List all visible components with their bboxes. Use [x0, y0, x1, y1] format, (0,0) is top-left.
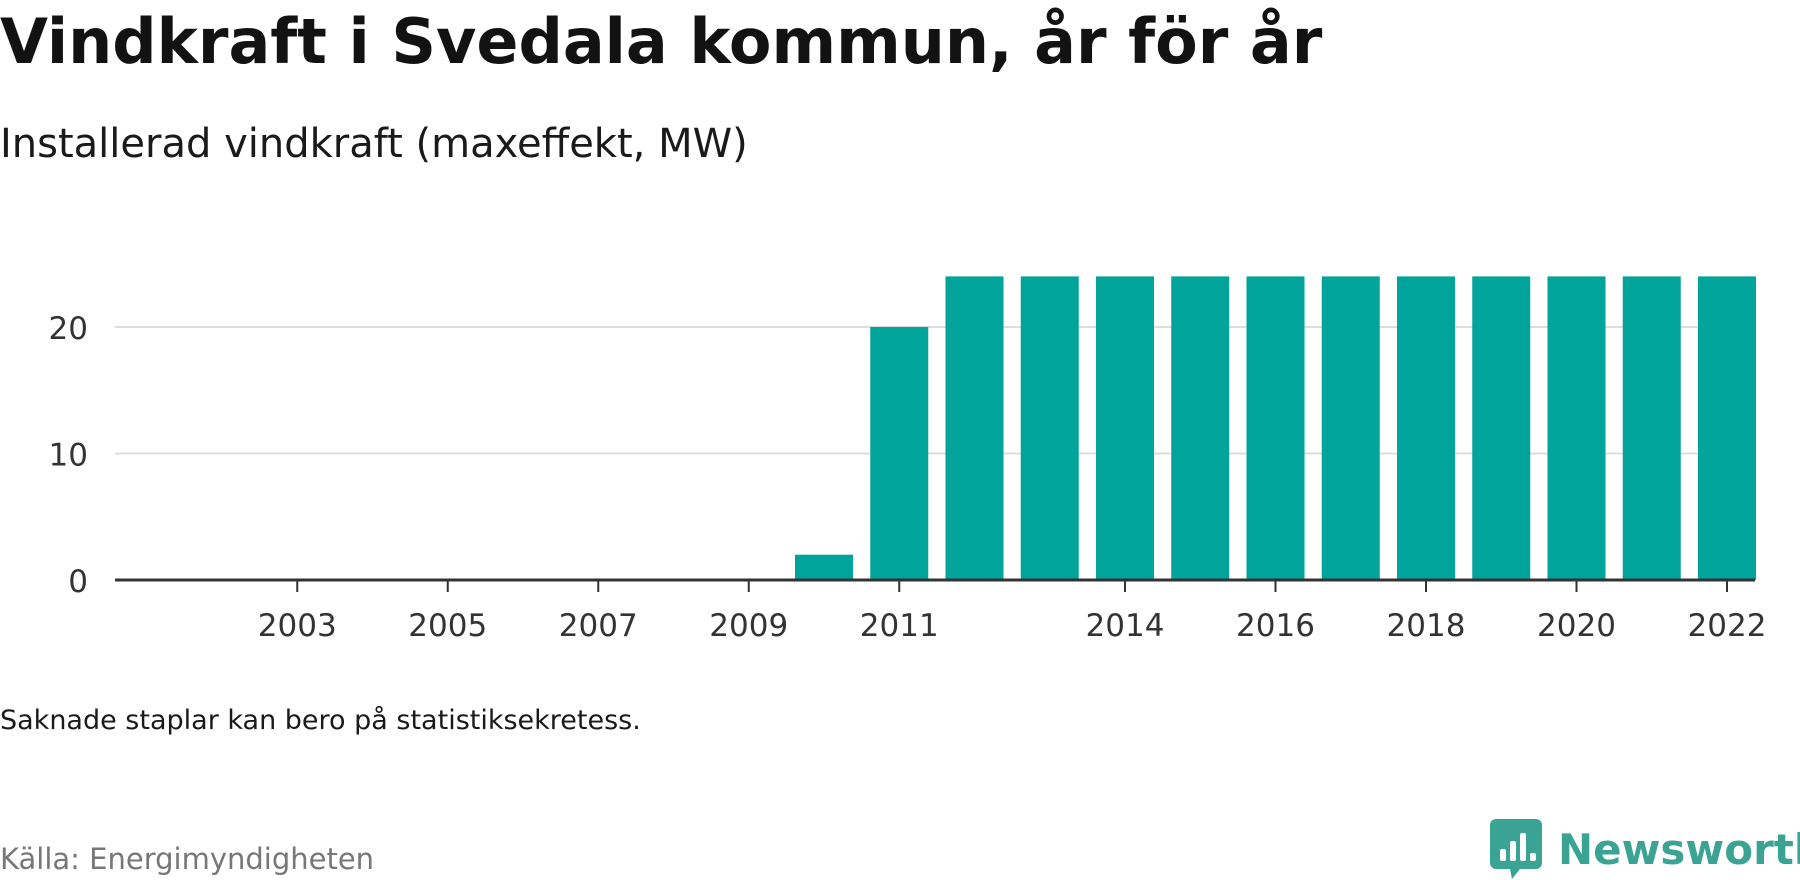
x-tick-label: 2003 [258, 608, 337, 644]
bar-2021 [1622, 276, 1681, 580]
y-tick-label: 0 [68, 564, 88, 600]
x-tick-label: 2009 [709, 608, 788, 644]
bar-2012 [945, 276, 1004, 580]
footnote: Saknade staplar kan bero på statistiksek… [0, 705, 641, 736]
bar-2010 [795, 554, 853, 580]
source-credit: Källa: Energimyndigheten [0, 842, 375, 876]
x-tick-label: 2007 [559, 608, 638, 644]
x-tick-label: 2014 [1086, 608, 1165, 644]
x-tick-label: 2011 [860, 608, 939, 644]
chart-subtitle: Installerad vindkraft (maxeffekt, MW) [0, 121, 748, 167]
bar-2016 [1246, 276, 1305, 580]
x-tick-label: 2016 [1236, 608, 1315, 644]
bar-2022 [1698, 276, 1756, 580]
y-axis-ticks: 0 10 20 [49, 311, 88, 600]
bar-2018 [1397, 276, 1455, 580]
bar-2014 [1096, 276, 1154, 580]
bar-2019 [1472, 276, 1531, 580]
bar-2020 [1547, 276, 1606, 580]
chart-title: Vindkraft i Svedala kommun, år för år [0, 5, 1323, 78]
brand-name: Newsworthy [1558, 824, 1800, 874]
newsworthy-logo-icon [1490, 819, 1542, 879]
bar-2013 [1020, 276, 1079, 580]
bar-2017 [1321, 276, 1380, 580]
y-tick-label: 20 [49, 311, 88, 347]
bar-2015 [1171, 276, 1230, 580]
x-tick-label: 2018 [1387, 608, 1466, 644]
x-tick-label: 2005 [408, 608, 487, 644]
bar-2011 [870, 327, 929, 580]
x-tick-label: 2022 [1688, 608, 1767, 644]
y-tick-label: 10 [49, 438, 88, 474]
bars [795, 276, 1756, 580]
x-tick-label: 2020 [1537, 608, 1616, 644]
brand-logo[interactable]: Newsworthy [1490, 818, 1800, 880]
x-axis-ticks: 2003 2005 2007 2009 2011 2014 2016 2018 2020 2022 [258, 580, 1767, 644]
